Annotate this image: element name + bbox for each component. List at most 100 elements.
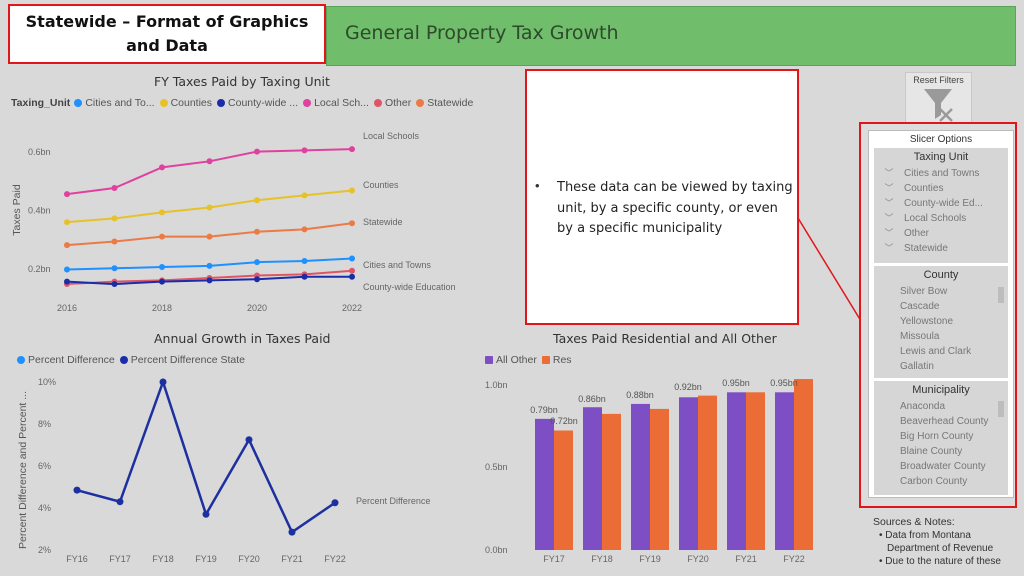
slicer-option[interactable]: Beaverhead County bbox=[900, 416, 989, 427]
data-point bbox=[349, 273, 355, 280]
bar bbox=[535, 418, 554, 550]
filter-clear-icon bbox=[924, 89, 953, 122]
series-label: Percent Difference bbox=[356, 496, 430, 506]
series-line bbox=[66, 148, 353, 196]
slicer-option[interactable]: ﹀ Other bbox=[874, 226, 1008, 241]
data-point bbox=[206, 233, 213, 240]
chart1-title: FY Taxes Paid by Taxing Unit bbox=[154, 74, 330, 89]
data-point bbox=[159, 164, 165, 171]
county-scrollbar[interactable] bbox=[998, 287, 1004, 303]
callout-text: These data can be viewed by taxing unit,… bbox=[557, 180, 793, 236]
chart1-plot: Taxes Paid 0.6bn 0.4bn 0.2bn 2016 2018 2… bbox=[11, 131, 456, 313]
bar bbox=[631, 403, 650, 550]
data-point bbox=[206, 277, 213, 284]
legend-item-pct-diff[interactable]: Percent Difference bbox=[17, 354, 115, 366]
slicer-option[interactable]: Missoula bbox=[900, 331, 940, 342]
legend-label: County-wide ... bbox=[228, 97, 299, 109]
legend-dot-icon bbox=[217, 99, 226, 107]
chevron-down-icon: ﹀ bbox=[884, 168, 894, 178]
data-point bbox=[288, 528, 296, 536]
data-point bbox=[111, 215, 118, 222]
data-point bbox=[116, 498, 124, 506]
x-tick: FY21 bbox=[735, 554, 757, 564]
slicer-section-title: Municipality bbox=[912, 384, 970, 396]
legend-item-res[interactable]: Res bbox=[541, 354, 572, 366]
notes-line: • Due to the nature of these bbox=[879, 556, 1001, 567]
data-point bbox=[349, 267, 355, 274]
x-tick: 2022 bbox=[342, 303, 362, 313]
slicer-option[interactable]: Big Horn County bbox=[900, 431, 974, 442]
data-point bbox=[73, 486, 81, 494]
notes-line: • Data from Montana bbox=[879, 530, 971, 541]
x-tick: FY22 bbox=[783, 554, 805, 564]
legend-item-local[interactable]: Local Sch... bbox=[303, 97, 369, 109]
data-point bbox=[331, 499, 339, 507]
slicer-section-title: Taxing Unit bbox=[913, 151, 969, 163]
bar bbox=[727, 392, 746, 550]
slicer-option[interactable]: Carbon County bbox=[900, 476, 968, 487]
legend-item-pct-diff-state[interactable]: Percent Difference State bbox=[119, 354, 245, 366]
slide-title-text: Statewide – Format of Graphics and Data bbox=[25, 12, 309, 55]
slicer-option[interactable]: Yellowstone bbox=[900, 316, 954, 327]
slicer-county: County Silver Bow Cascade Yellowstone Mi… bbox=[874, 266, 1008, 378]
slicer-option[interactable]: Anaconda bbox=[900, 401, 946, 412]
bar bbox=[583, 407, 602, 550]
data-point bbox=[159, 233, 165, 240]
chevron-down-icon: ﹀ bbox=[884, 228, 894, 238]
slicer-option[interactable]: Gallatin bbox=[900, 361, 934, 372]
x-tick: FY17 bbox=[543, 554, 565, 564]
data-point bbox=[64, 242, 70, 249]
chart2-title: Annual Growth in Taxes Paid bbox=[154, 331, 331, 346]
chevron-down-icon: ﹀ bbox=[884, 183, 894, 193]
legend-item-counties[interactable]: Counties bbox=[159, 97, 212, 109]
x-tick: FY22 bbox=[324, 554, 346, 564]
slicer-option[interactable]: ﹀ Local Schools bbox=[874, 211, 1008, 226]
bar-label: 0.95bn bbox=[722, 378, 750, 388]
x-tick: FY16 bbox=[66, 554, 88, 564]
data-point bbox=[111, 281, 118, 288]
legend-dot-icon bbox=[303, 99, 312, 107]
data-point bbox=[159, 378, 167, 386]
slicer-option[interactable]: ﹀ Statewide bbox=[874, 241, 1008, 256]
data-point bbox=[206, 158, 213, 165]
data-point bbox=[64, 266, 70, 273]
legend-item-all-other[interactable]: All Other bbox=[485, 354, 537, 366]
slicer-option[interactable]: Blaine County bbox=[900, 446, 963, 457]
data-point bbox=[111, 185, 118, 192]
series-label: Counties bbox=[363, 180, 399, 190]
slicer-section-title: County bbox=[923, 269, 959, 281]
legend-label: Percent Difference State bbox=[130, 354, 245, 366]
x-tick: 2020 bbox=[247, 303, 267, 313]
legend-item-cities[interactable]: Cities and To... bbox=[74, 97, 155, 109]
legend-item-statewide[interactable]: Statewide bbox=[416, 97, 473, 109]
notes-line: Department of Revenue bbox=[887, 543, 994, 554]
slicer-option[interactable]: ﹀ Cities and Towns bbox=[874, 166, 1008, 181]
slicer-option[interactable]: ﹀ Counties bbox=[874, 181, 1008, 196]
bar-label: 0.88bn bbox=[626, 390, 654, 400]
legend-item-countywide[interactable]: County-wide ... bbox=[217, 97, 298, 109]
bar bbox=[602, 413, 621, 550]
slicer-option-label: Local Schools bbox=[904, 213, 967, 224]
data-point bbox=[301, 273, 308, 280]
data-point bbox=[349, 187, 355, 194]
legend-dot-icon bbox=[119, 356, 128, 364]
reset-filters-button[interactable]: Reset Filters bbox=[905, 72, 972, 126]
data-point bbox=[301, 257, 308, 264]
slicer-option[interactable]: Cascade bbox=[900, 301, 940, 312]
slicer-option[interactable]: ﹀ County-wide Ed... bbox=[874, 196, 1008, 211]
slicer-option[interactable]: Lewis and Clark bbox=[900, 346, 972, 357]
legend-label: Percent Difference bbox=[28, 354, 115, 366]
municipality-scrollbar[interactable] bbox=[998, 401, 1004, 417]
series-line bbox=[76, 378, 336, 535]
legend-square-icon bbox=[485, 356, 493, 364]
bar bbox=[650, 408, 669, 550]
series-label: Cities and Towns bbox=[363, 260, 431, 270]
legend-item-other[interactable]: Other bbox=[373, 97, 411, 109]
legend-label: Local Sch... bbox=[314, 97, 369, 109]
slicer-option[interactable]: Silver Bow bbox=[900, 286, 948, 297]
legend-dot-icon bbox=[74, 99, 83, 107]
x-tick: 2016 bbox=[57, 303, 77, 313]
y-tick: 0.5bn bbox=[485, 462, 508, 472]
slicer-option[interactable]: Broadwater County bbox=[900, 461, 986, 472]
bar bbox=[698, 395, 717, 550]
